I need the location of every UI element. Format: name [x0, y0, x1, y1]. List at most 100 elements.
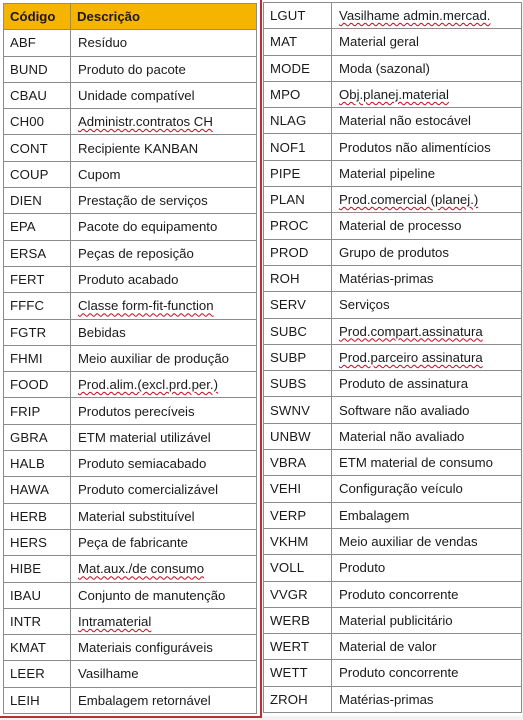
table-row: KMAT Materiais configuráveis — [3, 634, 257, 662]
material-type-description: Material de valor — [331, 633, 522, 661]
material-type-description: Prod.parceiro assinatura — [331, 343, 522, 372]
description-text: Matérias-primas — [339, 271, 434, 287]
left-material-type-table: Código Descrição ABF Resíduo BUND Produto d… — [3, 2, 257, 715]
description-text: Produto acabado — [78, 272, 179, 288]
material-type-code: CONT — [3, 134, 71, 162]
table-row: INTR Intramaterial — [3, 607, 257, 636]
table-row: PLAN Prod.comercial (planej.) — [263, 186, 522, 214]
description-text: Resíduo — [78, 35, 128, 51]
description-text: ETM material utilizável — [78, 429, 211, 445]
table-row: LGUT Vasilhame admin.mercad. — [263, 1, 522, 30]
material-type-description: Resíduo — [70, 29, 257, 57]
description-text: Produto concorrente — [339, 586, 459, 602]
material-type-description: Produto concorrente — [331, 659, 522, 687]
description-text: Produtos perecíveis — [78, 403, 195, 419]
description-text: Peça de fabricante — [78, 534, 188, 550]
material-type-code: BUND — [3, 55, 71, 83]
table-row: FGTR Bebidas — [3, 318, 257, 346]
description-text: Produto semiacabado — [78, 456, 207, 472]
material-type-description: Grupo de produtos — [331, 238, 522, 266]
right-table-panel: LGUT Vasilhame admin.mercad. MAT Material g… — [263, 0, 522, 716]
description-text: Material não avaliado — [339, 428, 465, 444]
material-type-description: Software não avaliado — [331, 396, 522, 424]
description-text: Meio auxiliar de vendas — [339, 533, 478, 549]
table-row: HERS Peça de fabricante — [3, 528, 257, 557]
material-type-description: Produtos não alimentícios — [331, 133, 522, 161]
description-text: Software não avaliado — [339, 402, 470, 418]
material-type-description: Produto acabado — [70, 265, 257, 294]
material-type-description: Meio auxiliar de produção — [70, 344, 257, 373]
description-column-header: Descrição — [70, 2, 257, 31]
material-type-description: Materiais configuráveis — [70, 634, 257, 662]
material-type-description: Produtos perecíveis — [70, 397, 257, 425]
description-text: Bebidas — [78, 324, 126, 340]
material-type-code: ABF — [3, 29, 71, 57]
table-row: WETT Produto concorrente — [263, 659, 522, 687]
description-text: Material de processo — [339, 218, 462, 234]
material-type-code: PROD — [263, 238, 332, 266]
material-type-code: COUP — [3, 160, 71, 189]
material-type-code: SUBP — [263, 343, 332, 372]
material-type-description: Prod.alim.(excl.prd.per.) — [70, 371, 257, 399]
description-text: Material geral — [339, 34, 419, 50]
material-type-code: FOOD — [3, 371, 71, 399]
table-row: CH00 Administr.contratos CH — [3, 108, 257, 136]
material-type-code: HERB — [3, 502, 71, 530]
description-text: Pacote do equipamento — [78, 219, 218, 235]
material-type-code: ERSA — [3, 239, 71, 267]
description-text: Meio auxiliar de produção — [78, 350, 230, 366]
material-type-description: Configuração veículo — [331, 475, 522, 503]
material-type-code: DIEN — [3, 187, 71, 215]
description-text: Produto concorrente — [339, 665, 459, 681]
material-type-description: Peça de fabricante — [70, 528, 257, 557]
material-type-code: MPO — [263, 80, 332, 109]
description-text: Matérias-primas — [339, 691, 434, 707]
description-text: Vasilhame — [78, 666, 139, 682]
code-column-header: Código — [3, 2, 71, 31]
material-type-code: SERV — [263, 291, 332, 319]
material-type-code: FGTR — [3, 318, 71, 346]
table-row: ZROH Matérias-primas — [263, 685, 522, 714]
table-row: SUBS Produto de assinatura — [263, 370, 522, 398]
description-text: ETM material de consumo — [339, 455, 493, 471]
material-type-description: Matérias-primas — [331, 264, 522, 293]
description-text: Prod.alim.(excl.prd.per.) — [78, 377, 218, 393]
description-text: Unidade compatível — [78, 87, 195, 103]
material-type-code: VVGR — [263, 580, 332, 608]
material-type-description: Peças de reposição — [70, 239, 257, 267]
table-row: HAWA Produto comercializável — [3, 476, 257, 504]
description-text: Embalagem — [339, 507, 410, 523]
description-text: Materiais configuráveis — [78, 640, 213, 656]
description-text: Serviços — [339, 297, 390, 313]
description-text: Produto de assinatura — [339, 376, 469, 392]
table-row: VKHM Meio auxiliar de vendas — [263, 527, 522, 556]
material-type-description: Conjunto de manutenção — [70, 581, 257, 609]
material-type-description: Material não avaliado — [331, 422, 522, 451]
material-type-description: Bebidas — [70, 318, 257, 346]
material-type-code: KMAT — [3, 634, 71, 662]
table-row: MODE Moda (sazonal) — [263, 54, 522, 82]
table-row: MPO Obj.planej.material — [263, 80, 522, 109]
material-type-code: WERB — [263, 606, 332, 635]
material-type-description: Produto concorrente — [331, 580, 522, 608]
table-row: SUBC Prod.compart.assinatura — [263, 317, 522, 345]
description-text: Intramaterial — [78, 613, 152, 629]
material-type-code: HIBE — [3, 555, 71, 583]
material-type-description: Prestação de serviços — [70, 187, 257, 215]
material-type-code: FERT — [3, 265, 71, 294]
table-row: IBAU Conjunto de manutenção — [3, 581, 257, 609]
description-text: Administr.contratos CH — [78, 114, 213, 130]
material-type-code: VOLL — [263, 554, 332, 582]
material-type-description: Mat.aux./de consumo — [70, 555, 257, 583]
description-text: Produto comercializável — [78, 482, 218, 498]
material-type-description: Produto de assinatura — [331, 370, 522, 398]
table-row: FERT Produto acabado — [3, 265, 257, 294]
material-type-code: PLAN — [263, 186, 332, 214]
description-text: Material pipeline — [339, 165, 436, 181]
material-type-description: Moda (sazonal) — [331, 54, 522, 82]
description-text: Embalagem retornável — [78, 692, 211, 708]
table-row: BUND Produto do pacote — [3, 55, 257, 83]
table-row: PIPE Material pipeline — [263, 159, 522, 188]
material-type-code: FHMI — [3, 344, 71, 373]
material-type-code: GBRA — [3, 423, 71, 452]
